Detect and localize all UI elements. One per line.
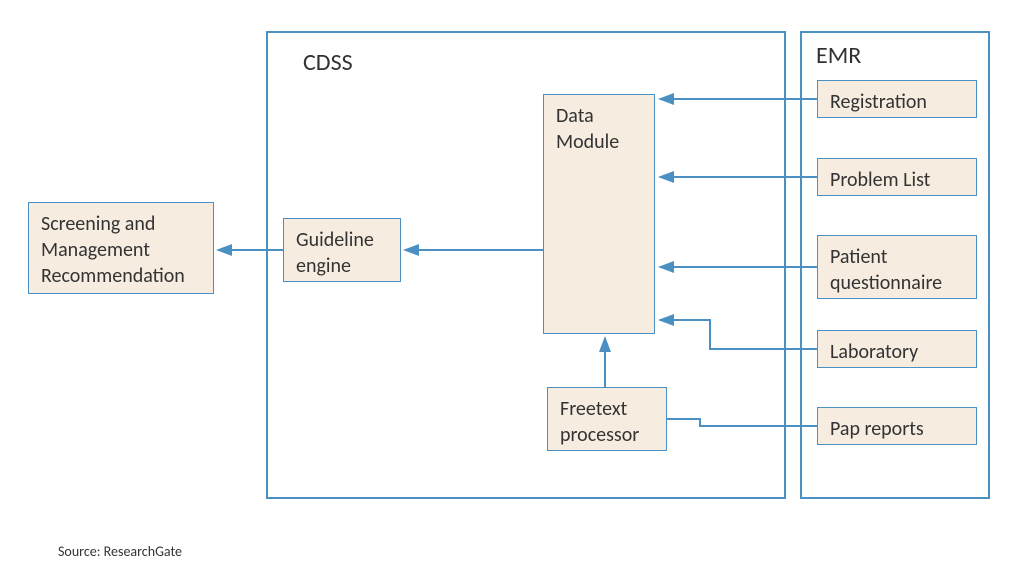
node-problemlist: Problem List xyxy=(817,158,977,196)
node-questionnaire-label: Patient questionnaire xyxy=(830,244,942,296)
node-datamodule-label: Data Module xyxy=(556,103,619,155)
node-registration: Registration xyxy=(817,80,977,118)
node-guideline-label: Guideline engine xyxy=(296,227,374,279)
node-papreports-label: Pap reports xyxy=(830,416,924,442)
cdss-title: CDSS xyxy=(303,48,353,77)
node-freetext-label: Freetext processor xyxy=(560,396,639,448)
node-papreports: Pap reports xyxy=(817,407,977,445)
node-freetext: Freetext processor xyxy=(547,387,667,451)
node-screening-label: Screening and Management Recommendation xyxy=(41,211,185,289)
node-problemlist-label: Problem List xyxy=(830,167,930,193)
node-questionnaire: Patient questionnaire xyxy=(817,235,977,299)
node-laboratory: Laboratory xyxy=(817,330,977,368)
source-attribution: Source: ResearchGate xyxy=(58,543,182,560)
node-guideline: Guideline engine xyxy=(283,218,401,282)
node-laboratory-label: Laboratory xyxy=(830,339,918,365)
node-registration-label: Registration xyxy=(830,89,927,115)
node-datamodule: Data Module xyxy=(543,94,655,334)
emr-title: EMR xyxy=(816,41,861,70)
node-screening: Screening and Management Recommendation xyxy=(28,202,214,294)
